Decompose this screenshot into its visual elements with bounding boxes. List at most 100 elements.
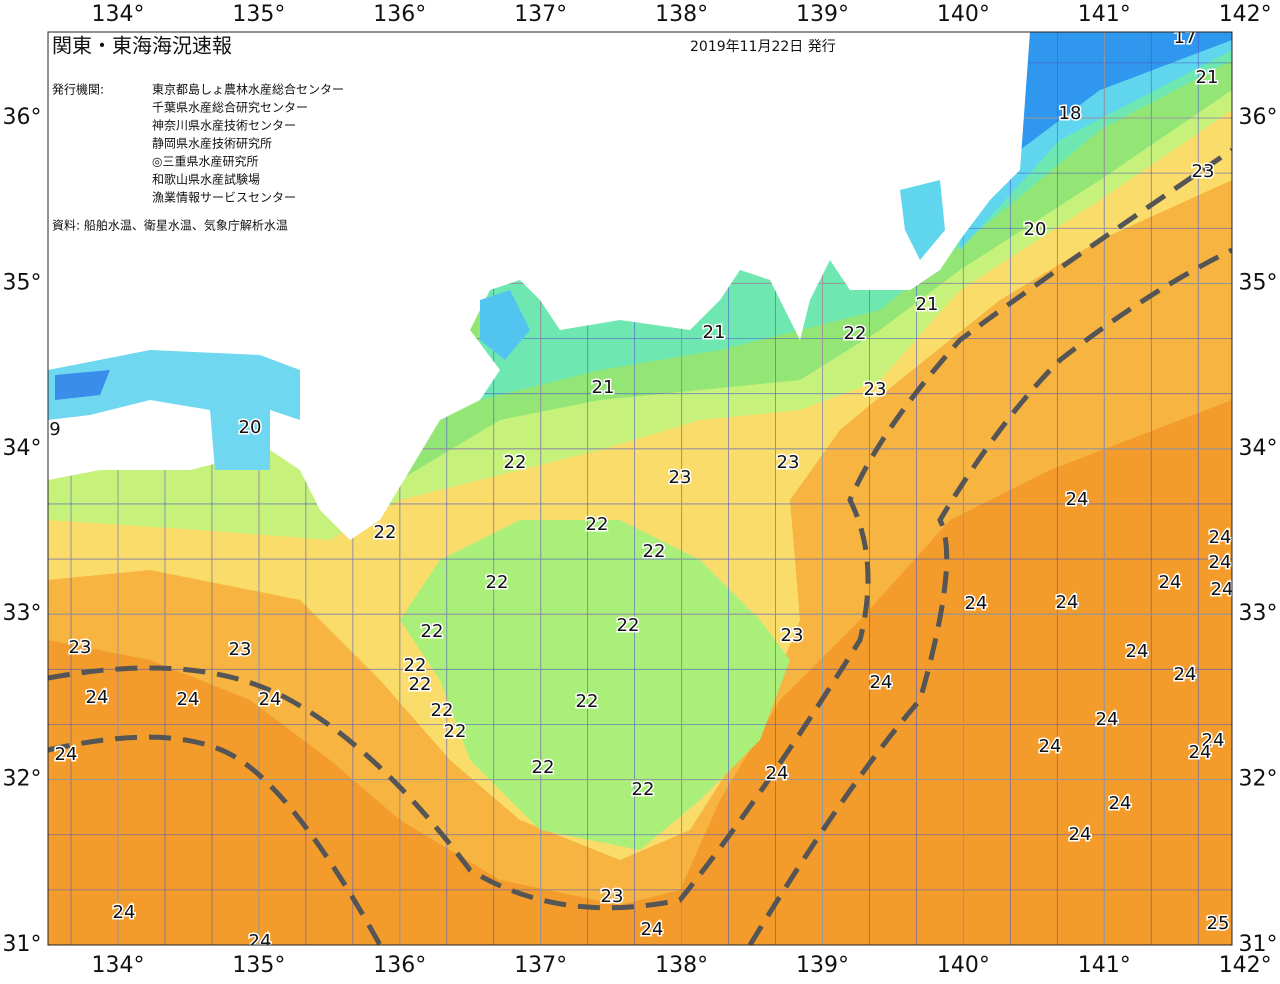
- lat-label-left: 35°: [3, 270, 42, 295]
- contour-label: 22: [504, 452, 527, 473]
- contour-label: 22: [404, 655, 427, 676]
- contour-label: 21: [703, 322, 726, 343]
- contour-label: 18: [1059, 103, 1082, 124]
- contour-label: 23: [781, 625, 804, 646]
- lon-label-bottom: 136°: [373, 953, 426, 978]
- title: 関東・東海海況速報: [52, 34, 232, 58]
- lon-label-top: 135°: [232, 2, 285, 27]
- lat-label-left: 32°: [3, 767, 42, 792]
- lon-label-top: 142°: [1219, 2, 1272, 27]
- contour-label: 24: [1056, 592, 1079, 613]
- lon-label-bottom: 138°: [655, 953, 708, 978]
- contour-label: 24: [1096, 709, 1119, 730]
- contour-label: 24: [249, 931, 272, 952]
- sea-22-core: [400, 520, 790, 850]
- contour-label: 20: [1024, 219, 1047, 240]
- contour-label: 23: [669, 467, 692, 488]
- contour-label: 24: [1189, 742, 1212, 763]
- contour-label: 24: [55, 744, 78, 765]
- contour-label: 22: [576, 691, 599, 712]
- contour-label: 22: [532, 757, 555, 778]
- contour-label: 24: [1209, 552, 1232, 573]
- lat-label-right: 36°: [1239, 105, 1278, 130]
- publisher: 千葉県水産総合研究センター: [152, 100, 308, 115]
- kuroshio-axis: [48, 734, 383, 945]
- contour-label: 22: [632, 779, 655, 800]
- lon-label-top: 138°: [655, 2, 708, 27]
- contour-label: 24: [641, 919, 664, 940]
- contour-label: 22: [421, 621, 444, 642]
- contour-label: 22: [409, 674, 432, 695]
- publisher: 静岡県水産技術研究所: [152, 136, 272, 151]
- contour-label: 21: [916, 294, 939, 315]
- lat-label-right: 32°: [1239, 767, 1278, 792]
- contour-label: 23: [601, 886, 624, 907]
- contour-label: 24: [259, 689, 282, 710]
- inland-sea: [48, 350, 300, 470]
- contour-label: 24: [766, 763, 789, 784]
- lon-label-bottom: 140°: [937, 953, 990, 978]
- contour-label: 24: [1126, 641, 1149, 662]
- contour-label: 23: [1192, 161, 1215, 182]
- lon-label-top: 137°: [514, 2, 567, 27]
- contour-label: 24: [1066, 489, 1089, 510]
- sea-18: [1020, 32, 1232, 150]
- lon-label-bottom: 135°: [232, 953, 285, 978]
- lon-label-bottom: 137°: [514, 953, 567, 978]
- contour-label: 24: [86, 687, 109, 708]
- contour-label: 22: [844, 323, 867, 344]
- contour-label: 24: [1202, 730, 1225, 751]
- contour-label: 21: [592, 377, 615, 398]
- lat-label-left: 31°: [3, 932, 42, 957]
- contour-label: 24: [1159, 572, 1182, 593]
- publisher: 漁業情報サービスセンター: [152, 191, 296, 205]
- contour-label: 24: [113, 902, 136, 923]
- contour-label: 23: [864, 379, 887, 400]
- contour-label: 24: [1039, 736, 1062, 757]
- lon-label-top: 140°: [937, 2, 990, 27]
- lon-label-bottom: 142°: [1219, 953, 1272, 978]
- contour-label: 23: [69, 637, 92, 658]
- inland-sea-deep: [55, 370, 110, 400]
- contour-label: 24: [177, 689, 200, 710]
- kuroshio-axis: [48, 147, 1232, 911]
- contour-label: 24: [1069, 824, 1092, 845]
- bay: [480, 290, 530, 360]
- lon-label-top: 136°: [373, 2, 426, 27]
- contour-label: 22: [374, 522, 397, 543]
- lat-label-right: 35°: [1239, 270, 1278, 295]
- contour-label: 22: [486, 572, 509, 593]
- issue-date: 2019年11月22日 発行: [690, 39, 836, 55]
- contour-label: 24: [1109, 793, 1132, 814]
- contour-label: 17: [1174, 27, 1197, 48]
- contour-label: 22: [617, 615, 640, 636]
- lat-label-left: 34°: [3, 436, 42, 461]
- lat-label-right: 31°: [1239, 932, 1278, 957]
- publisher: 神奈川県水産技術センター: [152, 118, 296, 133]
- lat-label-right: 33°: [1239, 601, 1278, 626]
- lon-label-bottom: 134°: [92, 953, 145, 978]
- publisher: ◎三重県水産研究所: [152, 154, 258, 169]
- contour-label: 9: [49, 419, 60, 440]
- axes: 134° 134° 135° 135° 136° 136° 137° 137° 138° 138°…: [3, 2, 1278, 978]
- lon-label-top: 134°: [92, 2, 145, 27]
- lat-label-right: 34°: [1239, 436, 1278, 461]
- lat-label-left: 33°: [3, 601, 42, 626]
- contour-label: 20: [239, 417, 262, 438]
- contour-label: 24: [1209, 527, 1232, 548]
- publisher: 和歌山県水産試験場: [152, 172, 260, 187]
- contour-label: 22: [444, 721, 467, 742]
- contour-label: 24: [1211, 579, 1234, 600]
- contour-label: 23: [777, 452, 800, 473]
- source: 資料: 船舶水温、衛星水温、気象庁解析水温: [52, 218, 288, 233]
- lon-label-top: 141°: [1078, 2, 1131, 27]
- lon-label-top: 139°: [796, 2, 849, 27]
- lon-label-bottom: 139°: [796, 953, 849, 978]
- contour-label: 25: [1207, 913, 1230, 934]
- publisher-label: 発行機関:: [52, 82, 104, 97]
- contour-label: 23: [229, 639, 252, 660]
- contour-label: 24: [870, 672, 893, 693]
- publisher: 東京都島しょ農林水産総合センター: [152, 82, 344, 97]
